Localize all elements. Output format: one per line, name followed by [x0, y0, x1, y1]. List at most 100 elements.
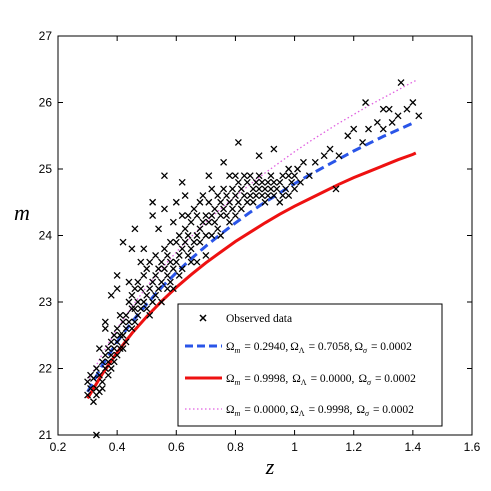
- observed-point: [270, 145, 278, 153]
- observed-point: [175, 271, 183, 279]
- observed-point: [175, 251, 183, 259]
- legend-model-3-omega-s: = 0.0002: [373, 404, 414, 416]
- observed-point: [320, 152, 328, 160]
- observed-point: [152, 291, 160, 299]
- observed-point: [255, 152, 263, 160]
- observed-point: [362, 99, 370, 106]
- observed-point: [98, 378, 106, 386]
- observed-point: [229, 185, 236, 193]
- observed-point: [208, 232, 216, 239]
- observed-point: [119, 318, 127, 326]
- observed-point: [169, 265, 177, 273]
- legend-model-1-omega-m: = 0.2940,: [244, 341, 288, 353]
- observed-point: [217, 212, 225, 220]
- observed-point: [270, 192, 278, 200]
- legend-model-3-omega-l: = 0.9998,: [309, 404, 353, 416]
- observed-point: [211, 218, 219, 226]
- legend-model-1-omega-s: = 0.0002: [371, 341, 412, 353]
- legend: Observed data Ωm = 0.2940, ΩΛ = 0.7058, Ωσ = …: [177, 303, 443, 427]
- observed-point: [158, 278, 165, 286]
- legend-model-2-omega-m: = 0.9998,: [244, 373, 288, 385]
- observed-point: [220, 185, 228, 193]
- observed-point: [146, 285, 154, 293]
- model-curve-3: [87, 80, 417, 383]
- x-axis-label: z: [265, 454, 275, 479]
- observed-point: [240, 192, 248, 200]
- observed-point: [193, 232, 201, 239]
- observed-point: [249, 198, 257, 206]
- legend-model-1-omega-l: = 0.7058,: [309, 341, 353, 353]
- observed-point: [172, 238, 180, 246]
- observed-point: [258, 192, 266, 200]
- observed-point: [285, 192, 293, 200]
- observed-point: [246, 172, 254, 180]
- observed-point: [107, 338, 115, 346]
- observed-point: [90, 398, 97, 406]
- observed-point: [178, 245, 186, 253]
- x-tick-label: 0.2: [50, 440, 67, 454]
- observed-point: [116, 345, 124, 353]
- observed-point: [140, 271, 148, 279]
- observed-point: [95, 371, 103, 379]
- legend-box: [177, 303, 443, 427]
- observed-point: [178, 265, 186, 273]
- observed-point: [128, 325, 136, 333]
- y-tick-label: 21: [39, 428, 53, 442]
- observed-point: [291, 185, 299, 193]
- legend-label-observed: Observed data: [226, 313, 292, 325]
- observed-point: [137, 285, 145, 293]
- observed-point: [264, 192, 272, 200]
- observed-point: [403, 105, 411, 113]
- observed-point: [107, 351, 115, 359]
- observed-point: [415, 112, 423, 120]
- observed-point: [149, 298, 157, 306]
- y-tick-label: 23: [39, 295, 53, 309]
- observed-point: [178, 178, 186, 186]
- observed-point: [240, 172, 248, 180]
- observed-point: [113, 271, 121, 279]
- observed-point: [92, 365, 100, 372]
- observed-point: [163, 251, 171, 259]
- observed-point: [134, 278, 142, 286]
- observed-point: [193, 212, 201, 220]
- observed-point: [285, 172, 293, 180]
- observed-point: [270, 178, 278, 186]
- observed-point: [125, 298, 133, 306]
- observed-point: [394, 112, 402, 120]
- observed-point: [208, 185, 216, 193]
- observed-point: [305, 172, 313, 180]
- observed-point: [119, 345, 127, 353]
- observed-point: [137, 305, 145, 313]
- legend-model-2-omega-l: = 0.0000,: [311, 373, 355, 385]
- observed-point: [299, 158, 307, 166]
- observed-point: [160, 245, 168, 253]
- observed-point: [226, 198, 233, 206]
- observed-point: [84, 391, 92, 399]
- observed-point: [90, 375, 97, 382]
- observed-point: [95, 345, 103, 353]
- observed-point: [231, 172, 239, 180]
- observed-point: [234, 198, 242, 206]
- observed-point: [267, 185, 275, 193]
- observed-point: [155, 285, 163, 293]
- observed-point: [234, 178, 242, 186]
- observed-point: [220, 205, 228, 213]
- observed-point: [101, 351, 109, 359]
- observed-point: [137, 258, 145, 266]
- observed-point: [205, 218, 213, 226]
- observed-point: [190, 205, 198, 213]
- observed-point: [385, 105, 393, 113]
- observed-point: [107, 365, 115, 372]
- observed-point: [110, 345, 118, 353]
- observed-point: [116, 311, 124, 319]
- observed-point: [155, 265, 163, 273]
- observed-point: [128, 291, 136, 299]
- observed-point: [125, 318, 133, 326]
- observed-point: [146, 311, 154, 319]
- observed-point: [143, 291, 151, 299]
- observed-point: [104, 345, 112, 353]
- observed-point: [101, 325, 109, 333]
- observed-point: [146, 258, 154, 266]
- x-tick-label: 1.4: [405, 440, 422, 454]
- observed-point: [181, 238, 189, 246]
